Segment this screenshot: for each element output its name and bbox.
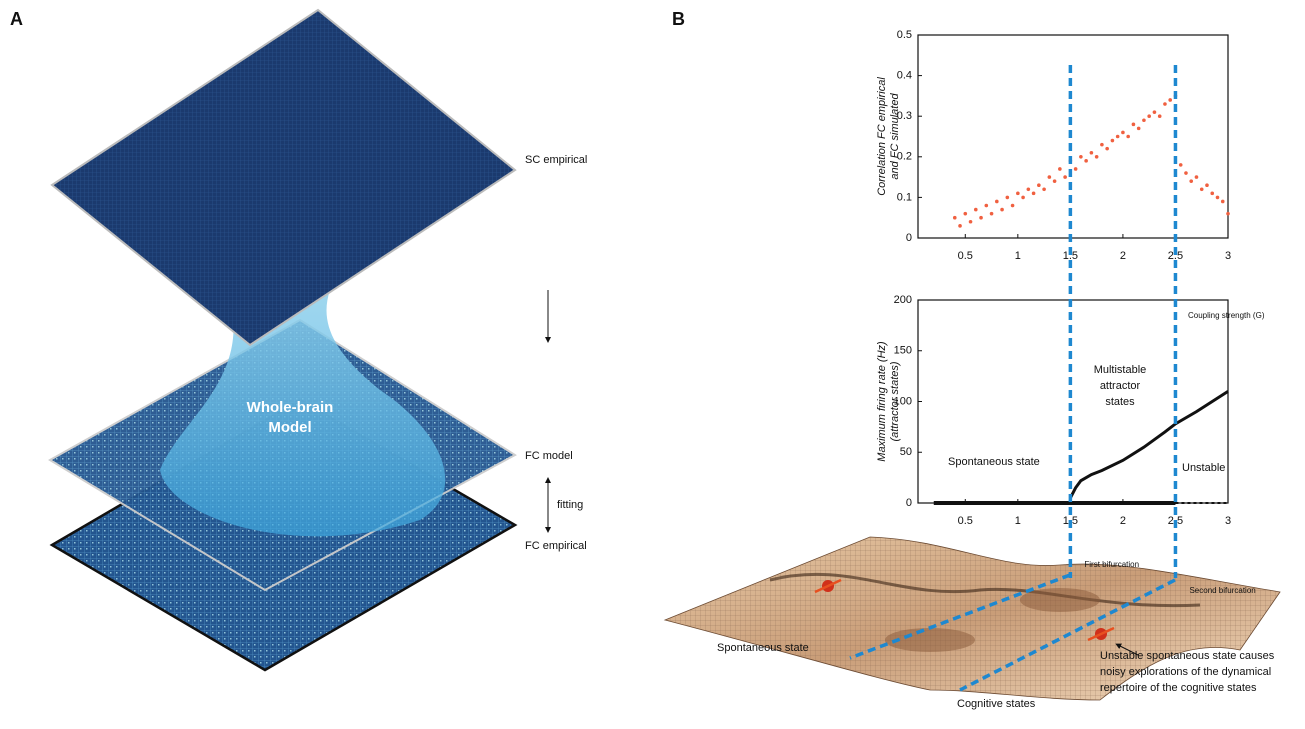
x-tick-label: 0.5 bbox=[958, 515, 973, 527]
bifurcation-label: First bifurcation bbox=[1084, 560, 1139, 569]
x-tick-label: 2 bbox=[1120, 515, 1126, 527]
point bbox=[963, 212, 967, 216]
point bbox=[958, 224, 962, 228]
x-tick-label: 1 bbox=[1015, 515, 1021, 527]
model-label: Model bbox=[268, 419, 311, 436]
x-tick-label: 2 bbox=[1120, 250, 1126, 262]
point bbox=[995, 200, 999, 204]
point bbox=[1189, 179, 1193, 183]
y-tick-label: 200 bbox=[894, 294, 912, 306]
point bbox=[1163, 102, 1167, 106]
point bbox=[1048, 175, 1052, 179]
line bbox=[1070, 391, 1228, 498]
point bbox=[1105, 147, 1109, 151]
point bbox=[1058, 167, 1062, 171]
landscape-label: Cognitive states bbox=[957, 698, 1036, 710]
point bbox=[1037, 183, 1041, 187]
point bbox=[1000, 208, 1004, 212]
figure: A Whole-brain Model SC empirical FC mode… bbox=[0, 0, 1305, 729]
point bbox=[1016, 192, 1020, 196]
point bbox=[1074, 167, 1078, 171]
note: Unstable spontaneous state causes bbox=[1100, 650, 1275, 662]
point bbox=[1100, 143, 1104, 147]
point bbox=[1195, 175, 1199, 179]
point bbox=[1090, 151, 1094, 155]
point bbox=[1053, 179, 1057, 183]
point bbox=[1095, 155, 1099, 159]
point bbox=[1132, 123, 1136, 127]
point bbox=[1137, 127, 1141, 131]
well bbox=[1020, 588, 1100, 612]
bifurcation-label: Second bifurcation bbox=[1189, 586, 1255, 595]
point bbox=[1221, 200, 1225, 204]
point bbox=[969, 220, 973, 224]
x-tick-label: 0.5 bbox=[958, 250, 973, 262]
landscape-label: Spontaneous state bbox=[717, 642, 809, 654]
x-tick-label: 3 bbox=[1225, 515, 1231, 527]
point bbox=[1205, 183, 1209, 187]
point bbox=[1006, 196, 1010, 200]
point bbox=[1042, 187, 1046, 191]
point bbox=[1116, 135, 1120, 139]
layer-label: FC model bbox=[525, 450, 573, 462]
point bbox=[985, 204, 989, 208]
y-axis-label: Correlation FC empirical bbox=[876, 77, 888, 196]
point bbox=[1121, 131, 1125, 135]
y-axis-label: and FC simulated bbox=[889, 93, 901, 180]
panel-label: B bbox=[672, 9, 685, 29]
point bbox=[1021, 196, 1025, 200]
point bbox=[1084, 159, 1088, 163]
region-label: Spontaneous state bbox=[948, 456, 1040, 468]
point bbox=[990, 212, 994, 216]
x-tick-label: 3 bbox=[1225, 250, 1231, 262]
point bbox=[1011, 204, 1015, 208]
sc-plane bbox=[52, 10, 515, 345]
model-label: Whole-brain bbox=[247, 399, 334, 416]
point bbox=[1168, 98, 1172, 102]
region-label: Unstable bbox=[1182, 462, 1225, 474]
y-tick-label: 0.4 bbox=[897, 70, 912, 82]
point bbox=[1158, 114, 1162, 118]
point bbox=[1184, 171, 1188, 175]
point bbox=[1200, 187, 1204, 191]
y-tick-label: 0 bbox=[906, 497, 912, 509]
point bbox=[1142, 118, 1146, 122]
layer-label: FC empirical bbox=[525, 540, 587, 552]
region-label: states bbox=[1105, 396, 1135, 408]
note: repertoire of the cognitive states bbox=[1100, 682, 1257, 694]
point bbox=[1126, 135, 1130, 139]
point bbox=[1147, 114, 1151, 118]
point bbox=[979, 216, 983, 220]
point bbox=[1111, 139, 1115, 143]
y-axis-label: (attractor states) bbox=[889, 361, 901, 441]
region-label: attractor bbox=[1100, 380, 1141, 392]
x-tick-label: 1 bbox=[1015, 250, 1021, 262]
layer-label: SC empirical bbox=[525, 154, 587, 166]
note: noisy explorations of the dynamical bbox=[1100, 666, 1271, 678]
point bbox=[1179, 163, 1183, 167]
y-tick-label: 0.5 bbox=[897, 29, 912, 41]
point bbox=[1063, 175, 1067, 179]
point bbox=[1153, 110, 1157, 114]
point bbox=[1032, 192, 1036, 196]
fitting-label: fitting bbox=[557, 499, 583, 511]
panel-label: A bbox=[10, 9, 23, 29]
y-tick-label: 0 bbox=[906, 232, 912, 244]
point bbox=[1216, 196, 1220, 200]
plot-frame bbox=[918, 35, 1228, 238]
y-axis-label: Maximum firing rate (Hz) bbox=[876, 341, 888, 462]
x-axis-label: Coupling strength (G) bbox=[1188, 311, 1265, 320]
point bbox=[953, 216, 957, 220]
point bbox=[1079, 155, 1083, 159]
y-tick-label: 150 bbox=[894, 345, 912, 357]
y-tick-label: 0.1 bbox=[897, 191, 912, 203]
point bbox=[1226, 212, 1230, 216]
region-label: Multistable bbox=[1094, 364, 1147, 376]
point bbox=[1027, 187, 1031, 191]
point bbox=[974, 208, 978, 212]
point bbox=[1210, 192, 1214, 196]
y-tick-label: 50 bbox=[900, 446, 912, 458]
